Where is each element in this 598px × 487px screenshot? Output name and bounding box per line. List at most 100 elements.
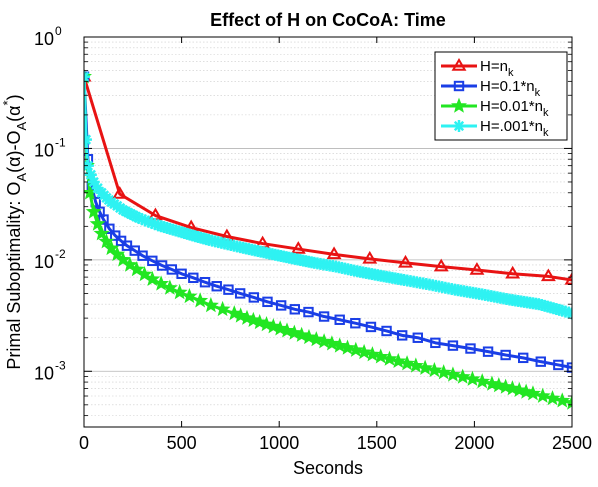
data-point-square <box>500 349 511 361</box>
legend-entry-label: H=0.01*nk <box>480 98 549 119</box>
data-point-star <box>286 324 303 340</box>
data-point-square <box>199 277 211 288</box>
data-point-star <box>293 326 310 342</box>
data-point-star <box>347 341 364 357</box>
x-axis-label: Seconds <box>293 458 363 478</box>
data-point-star <box>121 256 138 272</box>
y-axis-label: Primal Suboptimality: OA(α)-OA(α*) <box>0 94 29 369</box>
data-point-triangle <box>326 246 342 260</box>
x-tick-label: 2000 <box>454 433 494 453</box>
data-point-square <box>147 255 158 267</box>
data-point-asterisk <box>453 120 465 132</box>
data-point-square <box>412 332 423 343</box>
data-point-star <box>136 266 153 282</box>
data-point-square <box>396 330 408 341</box>
data-point-star <box>381 350 398 366</box>
data-point-square <box>334 314 345 325</box>
data-point-square <box>482 346 494 357</box>
data-point-star <box>339 339 356 355</box>
legend-entry-label: H=nk <box>480 58 514 79</box>
x-tick-label: 0 <box>79 433 89 453</box>
data-point-square <box>453 80 465 92</box>
y-label-part: ) <box>4 94 24 100</box>
data-point-square <box>110 230 121 241</box>
data-point-triangle <box>362 250 378 264</box>
data-point-asterisk <box>84 133 92 146</box>
series-line <box>84 76 572 370</box>
data-point-square <box>234 288 246 299</box>
data-point-star <box>202 297 219 313</box>
data-point-star <box>364 346 381 362</box>
chart-title: Effect of H on CoCoA: Time <box>210 10 446 30</box>
plot-frame <box>83 36 573 428</box>
data-point-asterisk <box>84 70 90 83</box>
data-point-star <box>534 387 551 403</box>
data-point-star <box>265 318 282 334</box>
data-point-star <box>454 368 471 384</box>
y-label-part: A <box>14 173 29 182</box>
series-4 <box>84 70 572 320</box>
data-point-star <box>356 343 373 360</box>
y-tick-label: 10 <box>34 363 54 383</box>
legend-entry-label: H=.001*nk <box>480 118 549 139</box>
y-label-part: A <box>14 122 29 131</box>
y-label-part: (α)-O <box>4 131 24 173</box>
data-point-star <box>181 287 198 304</box>
data-point-square <box>156 260 168 271</box>
data-point-triangle <box>505 265 521 279</box>
data-point-star <box>390 352 407 369</box>
data-point-square <box>447 340 459 351</box>
data-point-star <box>426 361 443 378</box>
data-point-square <box>262 296 273 308</box>
y-tick-label: 10 <box>34 252 54 272</box>
data-point-square <box>430 337 441 349</box>
data-point-star <box>153 275 170 291</box>
data-point-star <box>564 394 572 410</box>
y-label-part: * <box>0 100 15 105</box>
series-layer <box>84 68 572 410</box>
data-point-star <box>300 328 317 345</box>
y-tick-exponent: 0 <box>55 24 62 38</box>
data-point-star <box>435 364 452 380</box>
legend: H=nkH=0.1*nkH=0.01*nkH=.001*nk <box>434 51 568 141</box>
data-point-triangle <box>564 271 572 285</box>
series-3 <box>84 68 572 410</box>
data-point-star <box>161 279 178 295</box>
x-tick-label: 2500 <box>552 433 592 453</box>
data-point-square <box>303 306 314 318</box>
data-point-square <box>223 284 234 295</box>
data-point-triangle <box>290 241 306 254</box>
data-point-star <box>407 357 424 373</box>
data-point-star <box>316 333 333 349</box>
data-point-square <box>176 268 187 279</box>
data-point-square <box>289 304 301 315</box>
data-point-square <box>104 223 115 234</box>
y-tick-exponent: -3 <box>55 358 66 372</box>
y-tick-label: 10 <box>34 140 54 160</box>
data-point-square <box>318 311 330 322</box>
data-point-star <box>144 270 161 287</box>
data-point-star <box>279 322 295 338</box>
data-point-square <box>465 343 476 354</box>
data-point-star <box>331 337 348 353</box>
data-point-square <box>553 359 564 371</box>
x-tick-label: 1500 <box>357 433 397 453</box>
data-point-square <box>275 300 287 311</box>
data-point-star <box>464 370 481 386</box>
data-point-star <box>444 366 461 382</box>
data-point-triangle <box>433 258 449 272</box>
data-point-triangle <box>451 58 467 71</box>
y-label-part: Primal Suboptimality: O <box>4 182 24 370</box>
data-point-star <box>399 355 416 371</box>
data-point-triangle <box>540 268 556 282</box>
y-label-part: (α <box>4 105 24 121</box>
data-point-star <box>308 331 325 347</box>
data-point-triangle <box>112 186 128 199</box>
data-point-star <box>258 316 275 332</box>
data-point-square <box>137 250 148 261</box>
data-point-star <box>272 320 289 336</box>
data-point-star <box>93 225 110 241</box>
